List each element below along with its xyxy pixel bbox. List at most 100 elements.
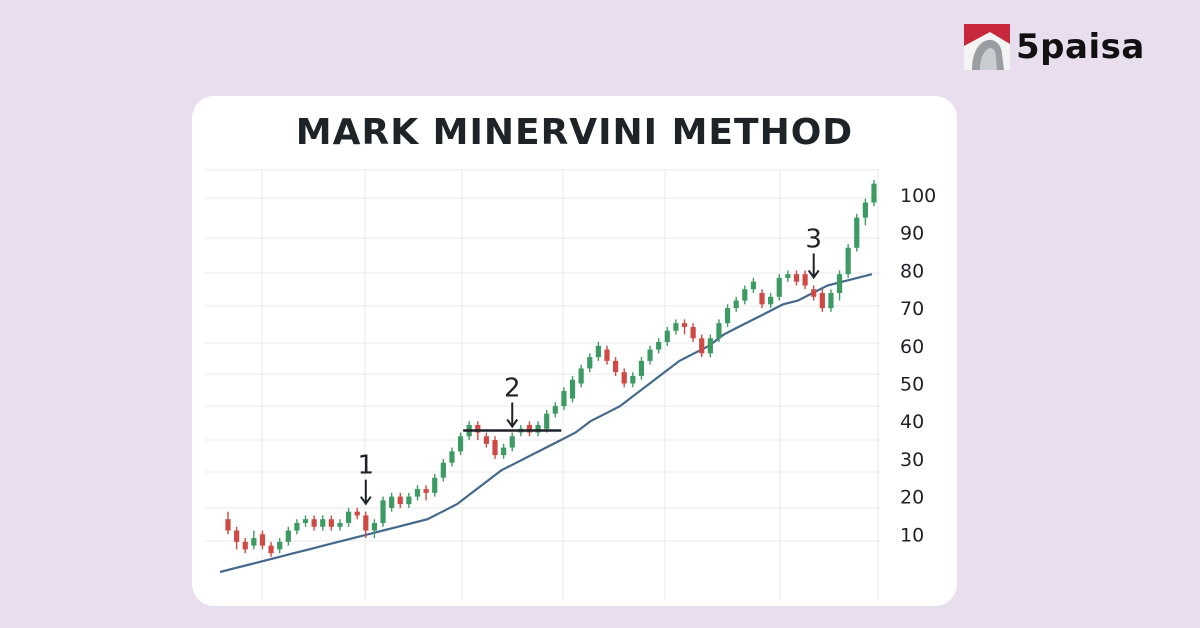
candle-body xyxy=(345,511,352,523)
candle-up xyxy=(457,432,464,456)
candle-up xyxy=(845,244,851,278)
candle-body xyxy=(552,406,558,414)
candle-up xyxy=(647,345,653,365)
y-tick-label: 20 xyxy=(900,487,924,509)
candle-up xyxy=(337,519,343,531)
candle-body xyxy=(363,515,369,531)
y-tick-label: 100 xyxy=(900,185,936,207)
candle-up xyxy=(854,213,860,252)
candle-body xyxy=(811,289,817,297)
candle-body xyxy=(268,545,274,554)
arrow-down-icon xyxy=(506,418,519,429)
candle-body xyxy=(854,217,860,248)
candle-body xyxy=(320,519,326,527)
candle-up xyxy=(535,421,541,437)
candle-up xyxy=(320,515,326,531)
candle-body xyxy=(561,391,567,407)
candle-up xyxy=(776,274,782,301)
candle-up xyxy=(724,304,731,327)
candle-down xyxy=(328,515,334,531)
candle-body xyxy=(845,247,851,275)
candle-up xyxy=(569,375,576,403)
candle-body xyxy=(621,372,627,384)
candle-up xyxy=(432,473,438,497)
candle-up xyxy=(294,519,300,535)
candle-up xyxy=(509,432,515,452)
y-tick-label: 70 xyxy=(900,298,924,320)
candle-down xyxy=(268,541,274,557)
candle-body xyxy=(819,293,825,309)
candle-body xyxy=(664,330,670,343)
candle-up xyxy=(733,296,739,312)
candle-body xyxy=(259,534,266,546)
annotation-3: 3 xyxy=(805,224,822,280)
candle-down xyxy=(690,323,696,343)
candle-down xyxy=(242,538,248,554)
candle-body xyxy=(337,522,343,527)
y-tick-label: 40 xyxy=(900,411,924,433)
candle-up xyxy=(380,496,386,527)
candle-body xyxy=(656,342,662,350)
candle-up xyxy=(449,447,455,467)
candle-down xyxy=(621,368,627,388)
candle-down xyxy=(259,530,266,550)
candle-body xyxy=(302,519,309,523)
candle-body xyxy=(242,541,248,550)
candle-down xyxy=(225,511,231,535)
candles-layer xyxy=(225,179,877,557)
candle-down xyxy=(759,289,765,309)
chart-card xyxy=(192,96,957,606)
candle-body xyxy=(371,522,378,531)
candle-body xyxy=(509,436,515,448)
candle-body xyxy=(535,424,541,433)
candle-down xyxy=(681,319,688,335)
candle-down xyxy=(811,285,817,301)
candle-up xyxy=(277,538,283,554)
annotation-2: 2 xyxy=(463,374,562,432)
candle-body xyxy=(285,530,291,542)
candle-up xyxy=(406,492,412,508)
candle-up xyxy=(501,443,507,459)
candle-up xyxy=(302,515,309,527)
candle-up xyxy=(638,357,645,380)
candle-body xyxy=(414,489,421,497)
chart-grid xyxy=(205,169,880,600)
y-axis: 10 20 30 40 50 60 70 80 90 100 xyxy=(900,185,936,546)
candle-up xyxy=(285,526,291,546)
candle-up xyxy=(578,364,584,388)
candle-down xyxy=(802,270,808,290)
candle-up xyxy=(656,338,662,354)
candle-body xyxy=(862,202,868,218)
annotation-label: 2 xyxy=(504,374,521,404)
candle-up xyxy=(707,334,713,358)
candle-body xyxy=(828,293,834,309)
candle-up xyxy=(768,293,774,309)
candle-body xyxy=(776,277,782,297)
brand-logo[interactable]: 5paisa xyxy=(964,24,1145,70)
candle-body xyxy=(457,436,464,452)
candle-body xyxy=(294,522,300,531)
candle-down xyxy=(793,270,800,286)
annotations-layer: 1 2 3 xyxy=(358,224,822,506)
candle-body xyxy=(759,293,765,305)
candle-body xyxy=(475,424,481,433)
candle-body xyxy=(311,519,317,527)
candle-down xyxy=(526,421,533,437)
candle-body xyxy=(449,451,455,463)
candle-body xyxy=(699,338,705,354)
candle-body xyxy=(251,538,257,546)
candle-up xyxy=(371,519,378,539)
candle-up xyxy=(716,319,722,343)
candle-down xyxy=(492,436,498,459)
5paisa-logo-icon xyxy=(964,24,1010,70)
brand-name: 5paisa xyxy=(1016,27,1145,67)
candle-down xyxy=(483,432,489,448)
candle-body xyxy=(423,489,429,493)
candle-body xyxy=(742,289,748,301)
candle-down xyxy=(311,515,317,531)
candle-body xyxy=(492,440,498,456)
candle-up xyxy=(836,270,843,301)
candle-down xyxy=(423,485,429,501)
candle-body xyxy=(638,360,645,376)
candle-up xyxy=(552,402,558,418)
